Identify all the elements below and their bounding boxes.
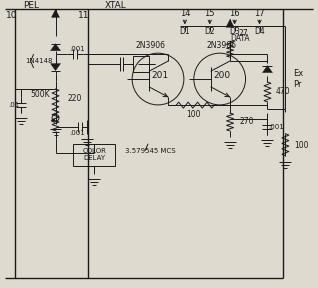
Text: COLOR
DELAY: COLOR DELAY bbox=[82, 148, 106, 161]
Text: 100: 100 bbox=[294, 141, 309, 150]
Text: 11: 11 bbox=[79, 11, 90, 20]
Text: 15: 15 bbox=[204, 9, 215, 18]
Text: Ex
Pr: Ex Pr bbox=[293, 69, 304, 89]
Text: 470: 470 bbox=[275, 88, 290, 96]
Text: 10: 10 bbox=[6, 11, 17, 20]
Text: 100: 100 bbox=[187, 109, 201, 119]
Text: 220: 220 bbox=[67, 94, 82, 103]
Text: 270: 270 bbox=[239, 117, 253, 126]
Polygon shape bbox=[51, 64, 60, 71]
Text: 1N4148: 1N4148 bbox=[25, 58, 52, 64]
Text: PEL: PEL bbox=[23, 1, 39, 10]
Text: 500K: 500K bbox=[31, 90, 50, 99]
Text: D4: D4 bbox=[254, 27, 265, 36]
Text: .001: .001 bbox=[70, 46, 85, 52]
Text: 200: 200 bbox=[213, 71, 230, 79]
Text: 14: 14 bbox=[180, 9, 190, 18]
Text: 201: 201 bbox=[151, 71, 169, 79]
Text: XTAL: XTAL bbox=[104, 1, 126, 10]
Text: 3.579545 MCS: 3.579545 MCS bbox=[125, 148, 175, 154]
Polygon shape bbox=[51, 44, 60, 51]
Text: DATA: DATA bbox=[230, 34, 249, 43]
Text: 17: 17 bbox=[254, 9, 265, 18]
Text: D2: D2 bbox=[204, 27, 215, 36]
Bar bbox=[133, 56, 149, 72]
Text: 2N3906: 2N3906 bbox=[135, 41, 165, 50]
Bar bbox=[73, 144, 115, 166]
Polygon shape bbox=[226, 19, 234, 27]
Text: D3: D3 bbox=[229, 27, 240, 36]
Polygon shape bbox=[52, 10, 59, 17]
Text: 27: 27 bbox=[238, 29, 248, 38]
Text: .01: .01 bbox=[8, 102, 19, 108]
Polygon shape bbox=[262, 66, 273, 73]
Text: D1: D1 bbox=[180, 27, 190, 36]
Text: .001: .001 bbox=[70, 130, 85, 136]
Text: 16: 16 bbox=[229, 9, 240, 18]
Text: 2N3906: 2N3906 bbox=[207, 41, 237, 50]
Text: .001: .001 bbox=[268, 124, 284, 130]
